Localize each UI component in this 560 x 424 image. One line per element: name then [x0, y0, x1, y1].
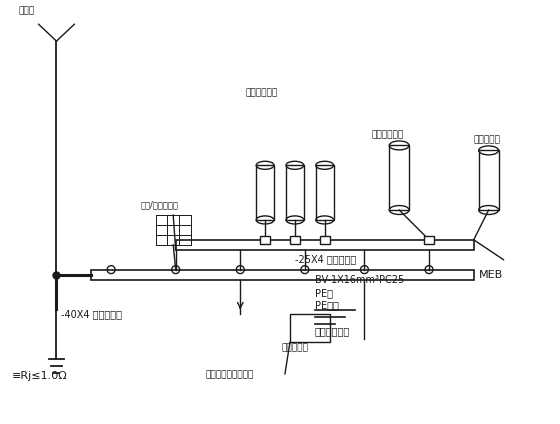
Text: PE母线: PE母线	[315, 300, 339, 310]
Bar	[256, 165, 274, 220]
Text: 弱电进户钢管: 弱电进户钢管	[245, 89, 277, 98]
Bar	[424, 236, 434, 244]
Bar	[91, 270, 474, 279]
Bar	[389, 145, 409, 210]
Text: MEB: MEB	[479, 270, 503, 279]
Text: 屋顶/楼金属结构: 屋顶/楼金属结构	[141, 200, 179, 209]
Bar	[260, 236, 270, 244]
Bar	[290, 236, 300, 244]
Text: 避闪器: 避闪器	[18, 6, 35, 15]
Bar	[286, 165, 304, 220]
Text: 金属线槽内接地干线: 金属线槽内接地干线	[206, 370, 254, 379]
Bar	[479, 151, 498, 210]
Bar	[290, 314, 330, 342]
Text: ≡Rj≤1.0Ω: ≡Rj≤1.0Ω	[12, 371, 68, 381]
Text: 总进线配电箱: 总进线配电箱	[315, 326, 350, 336]
Text: PE线: PE线	[315, 288, 333, 298]
Bar	[176, 240, 474, 250]
Text: 消防给水管: 消防给水管	[474, 135, 501, 145]
Text: 电缆进户钢管: 电缆进户钢管	[371, 131, 404, 139]
Text: BV-1X16mm³PC25: BV-1X16mm³PC25	[315, 274, 404, 285]
Text: 弱电配线箱: 弱电配线箱	[282, 343, 309, 352]
Bar	[316, 165, 334, 220]
Text: -40X4 热镀锌扁钢: -40X4 热镀锌扁钢	[62, 309, 123, 319]
Bar	[320, 236, 330, 244]
Text: -25X4 热镀锌扁钢: -25X4 热镀锌扁钢	[295, 254, 356, 264]
